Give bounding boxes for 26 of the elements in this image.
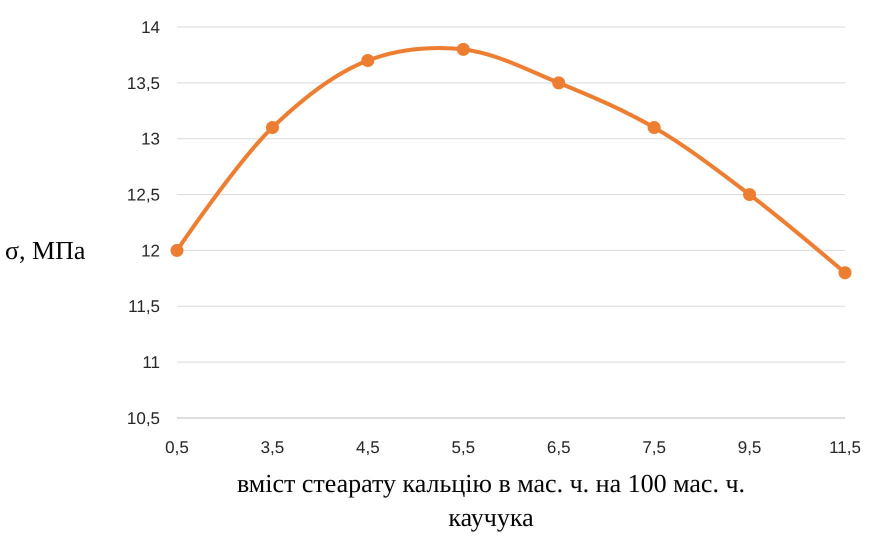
y-tick-label: 11 [142, 353, 160, 372]
y-tick-label: 12,5 [126, 186, 160, 205]
point [361, 54, 374, 68]
point [838, 266, 852, 280]
x-tick-label: 5,5 [451, 438, 476, 457]
x-tick-label: 0,5 [165, 438, 189, 457]
y-tick-label: 13,5 [126, 74, 160, 93]
point [648, 121, 661, 134]
y-tick-label: 12 [141, 241, 160, 260]
y-tick-label: 10,5 [126, 408, 160, 428]
y-axis-title: σ, МПа [5, 236, 86, 265]
point [552, 76, 566, 90]
y-tick-label: 13 [141, 130, 160, 149]
x-tick-label: 6,5 [546, 438, 571, 457]
y-tick-label: 11,5 [128, 297, 160, 316]
y-tick-label: 14 [141, 18, 160, 37]
point [456, 42, 470, 56]
x-axis-title: вміст стеарату кальцію в мас. ч. на 100 мас. ч. каучука [236, 469, 746, 532]
x-tick-label: 11,5 [829, 438, 861, 457]
x-tick-label: 4,5 [356, 438, 380, 457]
point [170, 244, 184, 257]
x-tick-label: 3,5 [260, 438, 284, 457]
point [743, 188, 756, 202]
x-tick-label: 9,5 [738, 438, 762, 457]
x-tick-label: 7,5 [642, 438, 666, 457]
point [266, 121, 279, 134]
